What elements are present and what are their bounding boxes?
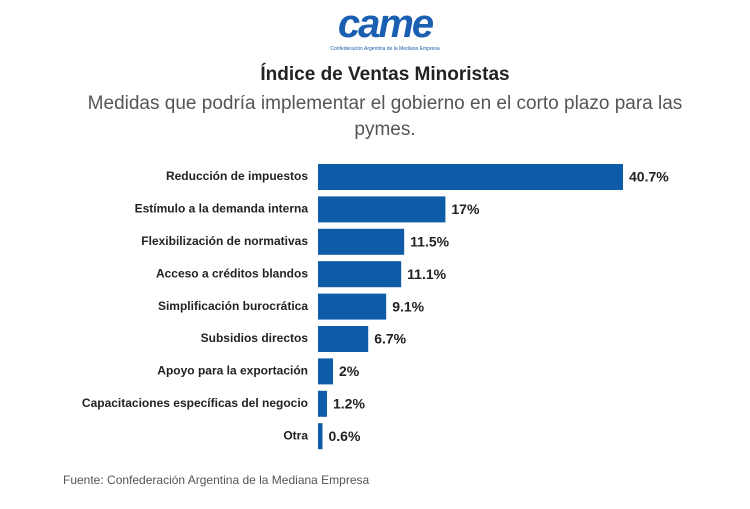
chart-title: Índice de Ventas Minoristas (260, 64, 510, 85)
value-label: 11.5% (410, 234, 449, 250)
chart-subtitle: Medidas que podría implementar el gobier… (87, 93, 683, 140)
bar (318, 164, 623, 190)
bar (318, 261, 402, 288)
source: Fuente: Confederación Argentina de la Me… (63, 473, 370, 487)
bar (318, 358, 333, 385)
bar (318, 293, 387, 320)
logo: came Confederación Argentina de la Media… (300, 2, 470, 52)
category-label: Acceso a créditos blandos (156, 266, 308, 280)
bar (318, 326, 369, 352)
value-label: 0.6% (328, 428, 360, 444)
logo-subtitle: Confederación Argentina de la Mediana Em… (330, 46, 440, 52)
value-label: 9.1% (392, 298, 424, 314)
bar (318, 423, 323, 450)
bar (318, 196, 446, 223)
category-label: Estímulo a la demanda interna (135, 202, 309, 216)
category-label: Otra (283, 428, 308, 442)
value-label: 1.2% (333, 396, 365, 412)
bar (318, 390, 327, 417)
value-label: 2% (339, 363, 360, 379)
category-label: Reducción de impuestos (166, 169, 308, 183)
category-label: Capacitaciones específicas del negocio (82, 396, 308, 410)
bar (318, 228, 405, 255)
value-label: 11.1% (407, 266, 446, 282)
value-label: 6.7% (374, 331, 406, 347)
category-label: Subsidios directos (201, 331, 309, 345)
chart: Reducción de impuestos 40.7% Estímulo a la… (82, 164, 669, 450)
category-label: Flexibilización de normativas (141, 234, 308, 248)
value-label: 40.7% (629, 169, 669, 185)
category-label: Apoyo para la exportación (157, 364, 308, 378)
value-label: 17% (451, 201, 480, 217)
logo-name: came (337, 2, 434, 46)
category-label: Simplificación burocrática (158, 299, 308, 313)
